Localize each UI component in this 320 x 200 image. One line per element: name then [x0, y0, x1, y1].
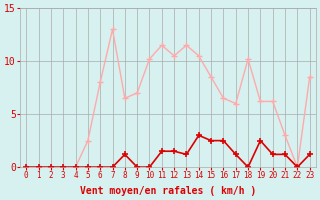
X-axis label: Vent moyen/en rafales ( km/h ): Vent moyen/en rafales ( km/h )	[80, 186, 256, 196]
